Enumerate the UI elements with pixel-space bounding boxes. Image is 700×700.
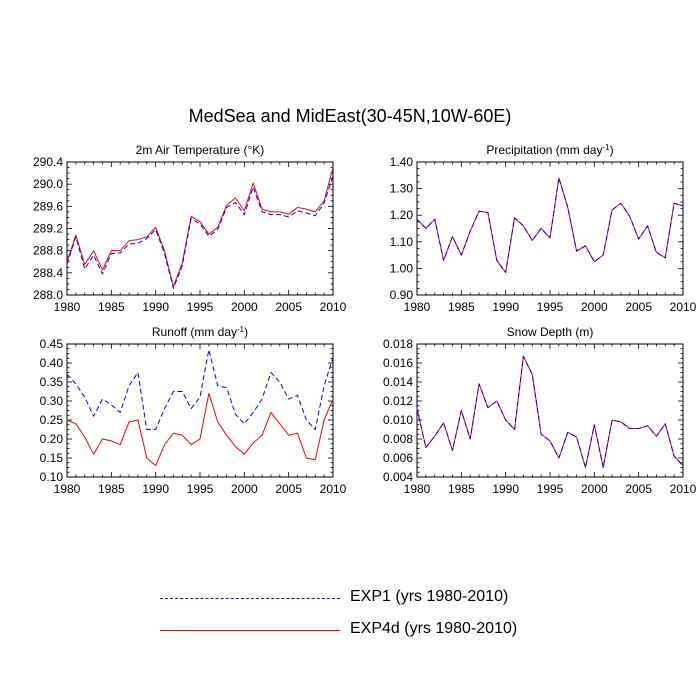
x-tick-label-precip: 2010 <box>670 300 697 314</box>
series-line-exp4d-snow <box>416 355 684 468</box>
x-tick-label-runoff: 1995 <box>187 482 214 496</box>
y-tick-label-snow: 0.010 <box>383 413 413 427</box>
x-tick-label-runoff: 1980 <box>54 482 81 496</box>
y-tick-label-runoff: 0.45 <box>40 337 64 351</box>
x-tick-label-snow: 1995 <box>537 482 564 496</box>
x-tick-label-temp: 2005 <box>275 300 302 314</box>
x-tick-label-snow: 1990 <box>492 482 519 496</box>
panel-title-suffix-precip: ) <box>610 143 614 157</box>
plot-frame-runoff <box>66 343 334 478</box>
panel-title-text-precip: Precipitation (mm day <box>486 143 602 157</box>
panel-title-runoff: Runoff (mm day-1) <box>152 325 248 340</box>
x-tick-label-temp: 1980 <box>54 300 81 314</box>
y-tick-label-temp: 288.8 <box>33 244 63 258</box>
panel-title-snow: Snow Depth (m) <box>507 325 594 339</box>
y-tick-label-precip: 1.40 <box>390 155 414 169</box>
y-tick-label-precip: 0.90 <box>390 288 414 302</box>
series-line-exp1-precip <box>416 177 684 273</box>
x-tick-label-snow: 2005 <box>625 482 652 496</box>
y-tick-label-temp: 290.0 <box>33 177 63 191</box>
panel-snow: Snow Depth (m) 1980 1985 1990 1995 2000 2005 20… <box>383 325 697 496</box>
x-tick-label-temp: 2010 <box>320 300 347 314</box>
panel-title-sup-precip: -1 <box>602 143 610 152</box>
y-tick-label-snow: 0.014 <box>383 375 413 389</box>
x-tick-label-precip: 1985 <box>448 300 475 314</box>
series-line-exp4d-precip <box>416 177 684 273</box>
plot-frame-snow <box>416 343 684 478</box>
panel-title-text-runoff: Runoff (mm day <box>152 325 237 339</box>
panel-title-sup-runoff: -1 <box>237 325 245 334</box>
y-tick-label-temp: 290.4 <box>33 155 63 169</box>
legend: EXP1 (yrs 1980-2010) EXP4d (yrs 1980-201… <box>0 580 700 650</box>
x-tick-label-precip: 2000 <box>581 300 608 314</box>
x-tick-label-snow: 2010 <box>670 482 697 496</box>
panel-title-unit-temp: (°K) <box>240 143 264 157</box>
legend-label-exp4d: EXP4d (yrs 1980-2010) <box>350 620 518 637</box>
x-tick-label-runoff: 2010 <box>320 482 347 496</box>
y-tick-label-precip: 1.30 <box>390 182 414 196</box>
series-line-exp1-temp <box>66 175 334 289</box>
x-tick-label-temp: 1990 <box>142 300 169 314</box>
x-tick-label-snow: 2000 <box>581 482 608 496</box>
y-tick-label-precip: 1.00 <box>390 261 414 275</box>
panel-title-suffix-runoff: ) <box>244 325 248 339</box>
x-tick-label-runoff: 1985 <box>98 482 125 496</box>
legend-swatch-exp4d <box>160 630 340 631</box>
y-tick-label-precip: 1.10 <box>390 235 414 249</box>
panel-title-temp: 2m Air Temperature (°K) <box>136 143 265 157</box>
series-line-exp4d-temp <box>66 167 334 288</box>
y-tick-label-snow: 0.018 <box>383 337 413 351</box>
series-line-exp1-runoff <box>66 349 334 430</box>
legend-item-exp1: EXP1 (yrs 1980-2010) <box>160 584 580 614</box>
y-tick-label-temp: 289.2 <box>33 222 63 236</box>
panel-precip: Precipitation (mm day-1) 1980 1985 1990 1995… <box>390 143 697 315</box>
legend-swatch-exp1 <box>160 598 340 599</box>
x-tick-label-runoff: 2005 <box>275 482 302 496</box>
y-tick-label-snow: 0.016 <box>383 356 413 370</box>
y-tick-label-runoff: 0.25 <box>40 413 64 427</box>
y-tick-label-runoff: 0.20 <box>40 432 64 446</box>
x-tick-label-snow: 1985 <box>448 482 475 496</box>
y-tick-label-temp: 288.0 <box>33 288 63 302</box>
legend-item-exp4d: EXP4d (yrs 1980-2010) <box>160 616 580 646</box>
x-tick-label-snow: 1980 <box>404 482 431 496</box>
panel-title-text-snow: Snow Depth (m) <box>507 325 594 339</box>
panel-title-text-temp: 2m Air Temperature <box>136 143 241 157</box>
y-tick-label-runoff: 0.40 <box>40 356 64 370</box>
y-tick-label-runoff: 0.30 <box>40 394 64 408</box>
x-tick-label-temp: 1995 <box>187 300 214 314</box>
y-tick-label-snow: 0.008 <box>383 432 413 446</box>
x-tick-label-runoff: 2000 <box>231 482 258 496</box>
x-tick-label-temp: 2000 <box>231 300 258 314</box>
series-line-exp4d-runoff <box>66 392 334 467</box>
x-tick-label-precip: 1990 <box>492 300 519 314</box>
y-tick-label-temp: 288.4 <box>33 266 63 280</box>
plot-frame-precip <box>416 161 684 296</box>
legend-label-exp1: EXP1 (yrs 1980-2010) <box>350 588 509 605</box>
panel-runoff: Runoff (mm day-1) 1980 1985 1990 1995 2000 200… <box>40 325 347 497</box>
x-tick-label-precip: 1995 <box>537 300 564 314</box>
y-tick-label-snow: 0.004 <box>383 470 413 484</box>
y-tick-label-precip: 1.20 <box>390 208 414 222</box>
y-tick-label-runoff: 0.10 <box>40 470 64 484</box>
series-line-exp1-snow <box>416 355 684 468</box>
panel-title-precip: Precipitation (mm day-1) <box>486 143 613 158</box>
panel-temp: 2m Air Temperature (°K) 1980 1985 1990 1995 2… <box>33 143 347 314</box>
y-tick-label-snow: 0.006 <box>383 451 413 465</box>
x-tick-label-precip: 1980 <box>404 300 431 314</box>
y-tick-label-temp: 289.6 <box>33 199 63 213</box>
figure-title: MedSea and MidEast(30-45N,10W-60E) <box>188 106 512 126</box>
x-tick-label-precip: 2005 <box>625 300 652 314</box>
x-tick-label-runoff: 1990 <box>142 482 169 496</box>
y-tick-label-runoff: 0.15 <box>40 451 64 465</box>
x-tick-label-temp: 1985 <box>98 300 125 314</box>
plot-frame-temp <box>66 161 334 296</box>
y-tick-label-runoff: 0.35 <box>40 375 64 389</box>
y-tick-label-snow: 0.012 <box>383 394 413 408</box>
